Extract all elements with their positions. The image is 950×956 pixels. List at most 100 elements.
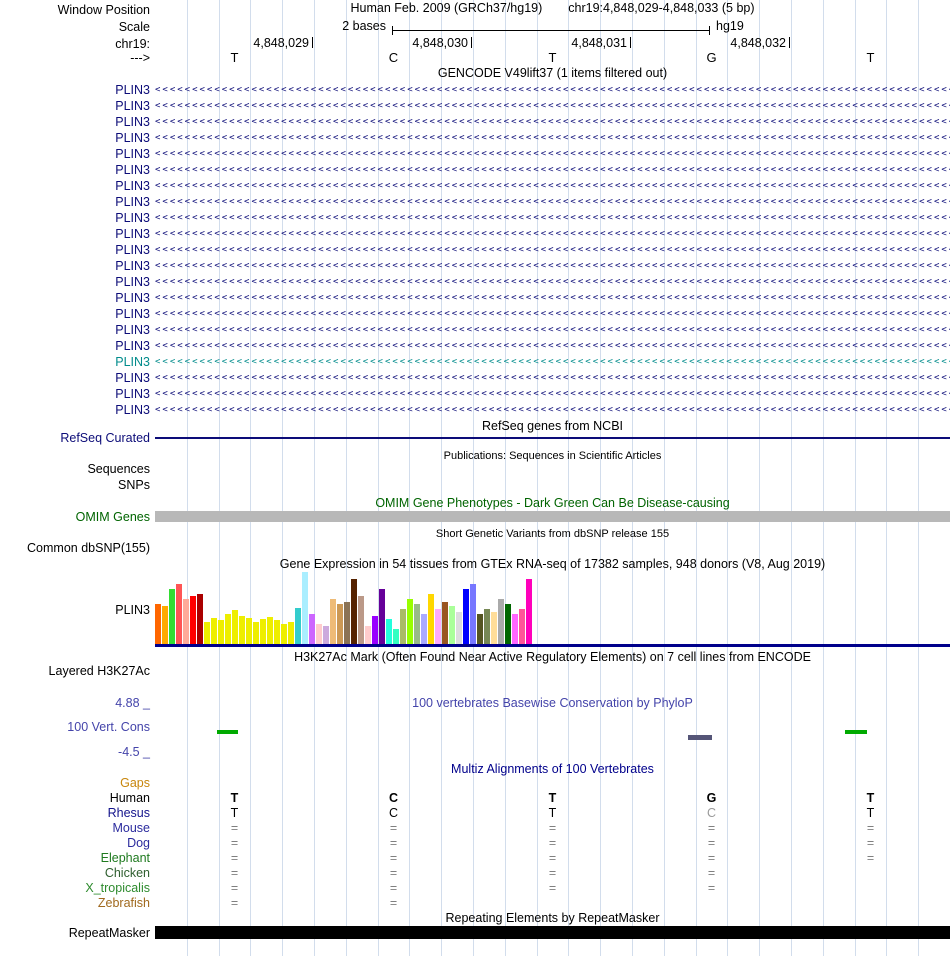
gtex-expression-bar[interactable]	[512, 614, 518, 644]
gencode-transcript-label[interactable]: PLIN3	[115, 115, 150, 129]
gencode-transcript-label[interactable]: PLIN3	[115, 355, 150, 369]
phylop-track-label[interactable]: 100 Vert. Cons	[67, 720, 150, 734]
publications-sequences-label[interactable]: Sequences	[87, 462, 150, 476]
gtex-expression-bar[interactable]	[169, 589, 175, 644]
gtex-expression-bar[interactable]	[281, 624, 287, 644]
gencode-transcript-row[interactable]: <<<<<<<<<<<<<<<<<<<<<<<<<<<<<<<<<<<<<<<<…	[155, 277, 950, 287]
gtex-expression-bar[interactable]	[491, 612, 497, 644]
gtex-expression-bar[interactable]	[309, 614, 315, 644]
gencode-transcript-row[interactable]: <<<<<<<<<<<<<<<<<<<<<<<<<<<<<<<<<<<<<<<<…	[155, 85, 950, 95]
gtex-expression-bar[interactable]	[260, 619, 266, 644]
gencode-transcript-row[interactable]: <<<<<<<<<<<<<<<<<<<<<<<<<<<<<<<<<<<<<<<<…	[155, 117, 950, 127]
gencode-transcript-row[interactable]: <<<<<<<<<<<<<<<<<<<<<<<<<<<<<<<<<<<<<<<<…	[155, 197, 950, 207]
gencode-transcript-row[interactable]: <<<<<<<<<<<<<<<<<<<<<<<<<<<<<<<<<<<<<<<<…	[155, 213, 950, 223]
gencode-transcript-label[interactable]: PLIN3	[115, 179, 150, 193]
gtex-expression-bar[interactable]	[379, 589, 385, 644]
omim-gene-bar[interactable]	[155, 511, 950, 522]
gencode-transcript-label[interactable]: PLIN3	[115, 147, 150, 161]
gtex-expression-bar[interactable]	[386, 619, 392, 644]
publications-snps-label[interactable]: SNPs	[118, 478, 150, 492]
gencode-transcript-label[interactable]: PLIN3	[115, 403, 150, 417]
species-label-x-tropicalis[interactable]: X_tropicalis	[85, 881, 150, 895]
gtex-expression-bar[interactable]	[316, 624, 322, 644]
conservation-mark[interactable]	[845, 730, 867, 734]
gtex-expression-bar[interactable]	[337, 604, 343, 644]
gtex-expression-bar[interactable]	[155, 604, 161, 644]
gtex-expression-bar[interactable]	[288, 622, 294, 644]
gtex-expression-bar[interactable]	[239, 616, 245, 644]
conservation-mark[interactable]	[217, 730, 238, 734]
species-label-zebrafish[interactable]: Zebrafish	[97, 896, 150, 910]
gtex-expression-bar[interactable]	[232, 610, 238, 644]
gtex-expression-bar[interactable]	[519, 609, 525, 644]
gencode-transcript-label[interactable]: PLIN3	[115, 323, 150, 337]
gencode-transcript-row[interactable]: <<<<<<<<<<<<<<<<<<<<<<<<<<<<<<<<<<<<<<<<…	[155, 389, 950, 399]
omim-genes-label[interactable]: OMIM Genes	[75, 510, 150, 524]
gtex-expression-bar[interactable]	[267, 617, 273, 644]
gtex-expression-bar[interactable]	[218, 620, 224, 644]
gtex-expression-bar[interactable]	[505, 604, 511, 644]
gtex-expression-bar[interactable]	[330, 599, 336, 644]
gencode-transcript-label[interactable]: PLIN3	[115, 211, 150, 225]
gencode-transcript-row[interactable]: <<<<<<<<<<<<<<<<<<<<<<<<<<<<<<<<<<<<<<<<…	[155, 133, 950, 143]
gencode-transcript-label[interactable]: PLIN3	[115, 387, 150, 401]
repeatmasker-label[interactable]: RepeatMasker	[68, 926, 150, 940]
gencode-transcript-row[interactable]: <<<<<<<<<<<<<<<<<<<<<<<<<<<<<<<<<<<<<<<<…	[155, 309, 950, 319]
species-label-gaps[interactable]: Gaps	[120, 776, 150, 790]
gencode-transcript-row[interactable]: <<<<<<<<<<<<<<<<<<<<<<<<<<<<<<<<<<<<<<<<…	[155, 229, 950, 239]
gtex-expression-bar[interactable]	[344, 602, 350, 644]
gencode-transcript-label[interactable]: PLIN3	[115, 83, 150, 97]
gtex-expression-bar[interactable]	[176, 584, 182, 644]
gencode-transcript-row[interactable]: <<<<<<<<<<<<<<<<<<<<<<<<<<<<<<<<<<<<<<<<…	[155, 181, 950, 191]
gencode-transcript-row[interactable]: <<<<<<<<<<<<<<<<<<<<<<<<<<<<<<<<<<<<<<<<…	[155, 357, 950, 367]
gtex-expression-bar[interactable]	[246, 618, 252, 644]
gtex-expression-bar[interactable]	[274, 620, 280, 644]
gtex-expression-bar[interactable]	[295, 608, 301, 644]
gtex-expression-bar[interactable]	[372, 616, 378, 644]
gtex-expression-bar[interactable]	[463, 589, 469, 644]
gtex-gene-label[interactable]: PLIN3	[115, 603, 150, 617]
gencode-transcript-row[interactable]: <<<<<<<<<<<<<<<<<<<<<<<<<<<<<<<<<<<<<<<<…	[155, 325, 950, 335]
species-label-chicken[interactable]: Chicken	[104, 866, 150, 880]
gencode-transcript-label[interactable]: PLIN3	[115, 275, 150, 289]
gencode-transcript-label[interactable]: PLIN3	[115, 227, 150, 241]
gtex-expression-bar[interactable]	[456, 612, 462, 644]
gencode-transcript-label[interactable]: PLIN3	[115, 243, 150, 257]
gtex-expression-bar[interactable]	[393, 629, 399, 644]
gencode-transcript-row[interactable]: <<<<<<<<<<<<<<<<<<<<<<<<<<<<<<<<<<<<<<<<…	[155, 405, 950, 415]
gtex-expression-bar[interactable]	[190, 596, 196, 644]
gtex-expression-bar[interactable]	[470, 584, 476, 644]
gencode-transcript-row[interactable]: <<<<<<<<<<<<<<<<<<<<<<<<<<<<<<<<<<<<<<<<…	[155, 293, 950, 303]
gencode-transcript-row[interactable]: <<<<<<<<<<<<<<<<<<<<<<<<<<<<<<<<<<<<<<<<…	[155, 165, 950, 175]
gtex-expression-bar[interactable]	[365, 626, 371, 644]
repeatmasker-element-bar[interactable]	[155, 926, 950, 939]
gtex-expression-bar[interactable]	[414, 604, 420, 644]
gencode-transcript-label[interactable]: PLIN3	[115, 307, 150, 321]
conservation-mark[interactable]	[688, 735, 712, 740]
gencode-transcript-label[interactable]: PLIN3	[115, 163, 150, 177]
gencode-transcript-label[interactable]: PLIN3	[115, 259, 150, 273]
gencode-transcript-label[interactable]: PLIN3	[115, 99, 150, 113]
gtex-expression-bar[interactable]	[407, 599, 413, 644]
species-label-human[interactable]: Human	[109, 791, 150, 805]
gtex-expression-bar[interactable]	[484, 609, 490, 644]
refseq-gene-line[interactable]	[155, 437, 950, 439]
gencode-transcript-label[interactable]: PLIN3	[115, 195, 150, 209]
gencode-transcript-row[interactable]: <<<<<<<<<<<<<<<<<<<<<<<<<<<<<<<<<<<<<<<<…	[155, 341, 950, 351]
gencode-transcript-label[interactable]: PLIN3	[115, 131, 150, 145]
gtex-expression-bar[interactable]	[323, 626, 329, 644]
gtex-expression-bar[interactable]	[449, 606, 455, 644]
gtex-expression-bar[interactable]	[477, 614, 483, 644]
gtex-expression-bar[interactable]	[428, 594, 434, 644]
gtex-expression-bar[interactable]	[204, 622, 210, 644]
gtex-expression-bar[interactable]	[211, 618, 217, 644]
gtex-expression-bar[interactable]	[421, 614, 427, 644]
species-label-elephant[interactable]: Elephant	[100, 851, 150, 865]
gtex-expression-bar[interactable]	[183, 599, 189, 644]
gtex-expression-bar[interactable]	[442, 602, 448, 644]
gencode-transcript-row[interactable]: <<<<<<<<<<<<<<<<<<<<<<<<<<<<<<<<<<<<<<<<…	[155, 101, 950, 111]
gencode-transcript-label[interactable]: PLIN3	[115, 339, 150, 353]
gtex-expression-bar[interactable]	[498, 599, 504, 644]
gtex-expression-bar[interactable]	[197, 594, 203, 644]
common-dbsnp-label[interactable]: Common dbSNP(155)	[27, 541, 150, 555]
